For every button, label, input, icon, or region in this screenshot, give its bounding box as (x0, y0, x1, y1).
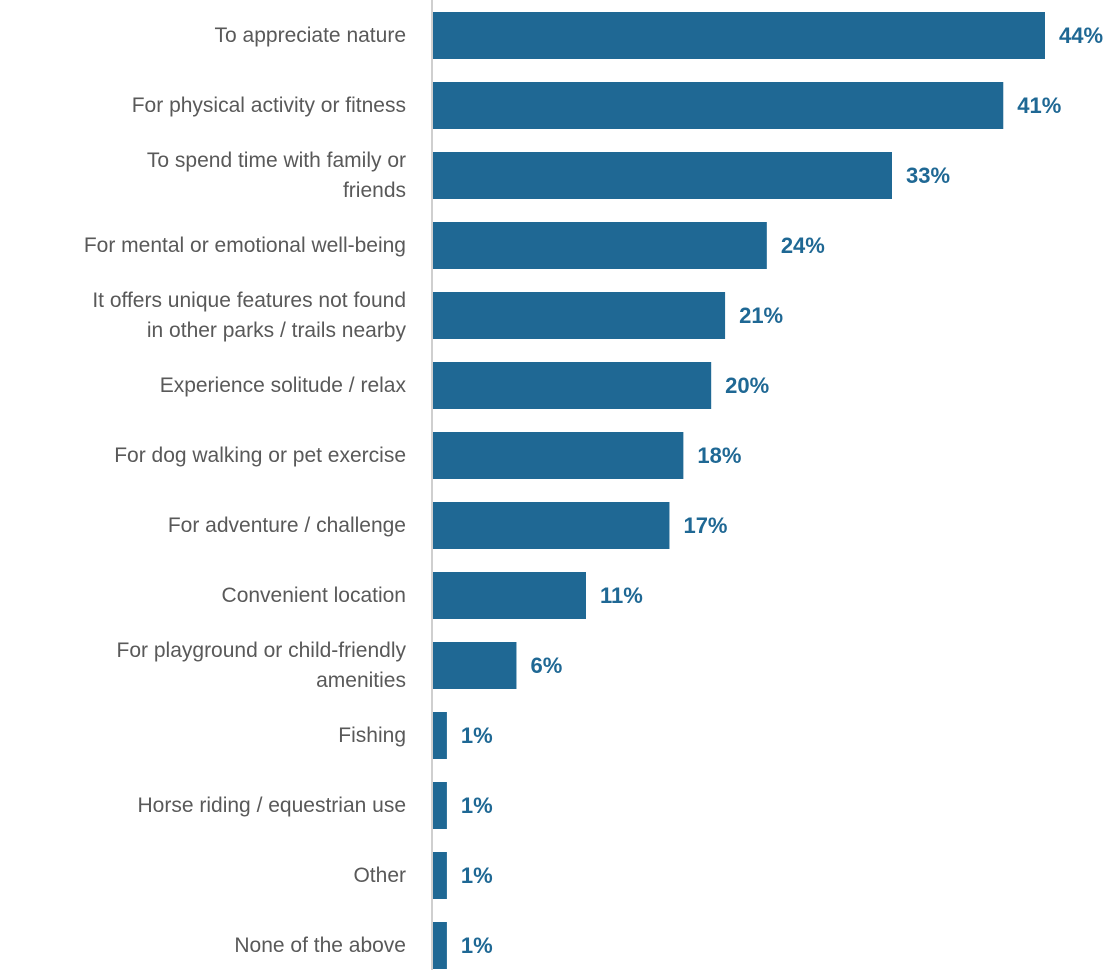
category-label-line: To spend time with family or (147, 149, 406, 172)
category-label-line: Experience solitude / relax (160, 374, 407, 397)
category-label-6: For dog walking or pet exercise (114, 444, 406, 467)
category-label-1: For physical activity or fitness (132, 94, 406, 117)
bar-13 (433, 922, 447, 969)
category-label-line: Horse riding / equestrian use (138, 794, 406, 817)
bar-10 (433, 712, 447, 759)
category-label-8: Convenient location (222, 584, 406, 607)
value-label-13: 1% (461, 933, 493, 958)
bar-1 (433, 82, 1004, 129)
value-label-1: 41% (1017, 93, 1061, 118)
category-label-9: For playground or child-friendly amenitie… (117, 639, 407, 692)
category-label-line: friends (343, 179, 406, 202)
category-label-0: To appreciate nature (215, 24, 406, 47)
value-label-11: 1% (461, 793, 493, 818)
category-label-line: None of the above (234, 934, 406, 957)
bar-9 (433, 642, 517, 689)
bar-11 (433, 782, 447, 829)
category-label-line: It offers unique features not found (92, 289, 406, 312)
category-label-line: Convenient location (222, 584, 406, 607)
category-label-4: It offers unique features not found in ot… (92, 289, 406, 342)
category-label-line: For dog walking or pet exercise (114, 444, 406, 467)
value-label-0: 44% (1059, 23, 1103, 48)
bar-8 (433, 572, 586, 619)
value-label-3: 24% (781, 233, 825, 258)
bar-0 (433, 12, 1045, 59)
bar-5 (433, 362, 712, 409)
bar-7 (433, 502, 670, 549)
value-label-2: 33% (906, 163, 950, 188)
category-label-10: Fishing (338, 724, 406, 747)
category-label-5: Experience solitude / relax (160, 374, 407, 397)
category-label-11: Horse riding / equestrian use (138, 794, 406, 817)
value-label-7: 17% (683, 513, 727, 538)
value-label-9: 6% (530, 653, 562, 678)
bar-4 (433, 292, 726, 339)
category-label-line: For mental or emotional well-being (84, 234, 406, 257)
value-label-12: 1% (461, 863, 493, 888)
category-label-line: For playground or child-friendly (117, 639, 407, 662)
category-label-line: in other parks / trails nearby (147, 319, 407, 342)
category-label-line: To appreciate nature (215, 24, 406, 47)
bar-12 (433, 852, 447, 899)
category-label-line: amenities (316, 669, 406, 692)
category-label-line: Other (353, 864, 406, 887)
value-label-8: 11% (600, 583, 643, 608)
value-label-10: 1% (461, 723, 493, 748)
value-label-6: 18% (697, 443, 741, 468)
bar-3 (433, 222, 767, 269)
category-label-line: For physical activity or fitness (132, 94, 406, 117)
category-label-13: None of the above (234, 934, 406, 957)
category-label-7: For adventure / challenge (168, 514, 406, 537)
category-label-3: For mental or emotional well-being (84, 234, 406, 257)
category-label-line: For adventure / challenge (168, 514, 406, 537)
bar-2 (433, 152, 892, 199)
category-label-12: Other (353, 864, 406, 887)
bar-6 (433, 432, 684, 479)
category-label-2: To spend time with family or friends (147, 149, 406, 202)
value-label-5: 20% (725, 373, 769, 398)
category-label-line: Fishing (338, 724, 406, 747)
value-label-4: 21% (739, 303, 783, 328)
